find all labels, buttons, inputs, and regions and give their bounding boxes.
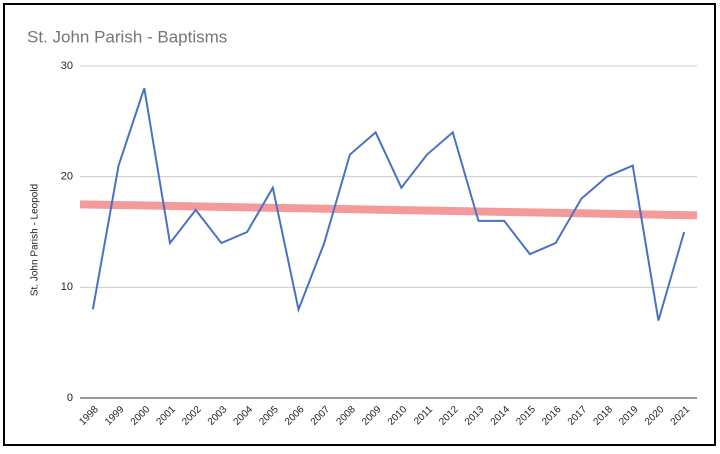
y-tick-label: 0 xyxy=(67,392,73,404)
frame xyxy=(3,3,716,446)
chart-title: St. John Parish - Baptisms xyxy=(27,27,227,46)
y-tick-label: 30 xyxy=(61,60,73,72)
line-series xyxy=(91,87,686,321)
y-tick-label: 10 xyxy=(61,281,73,293)
y-axis-label: St. John Parish - Leopold xyxy=(30,184,41,296)
trendline xyxy=(79,200,698,220)
y-tick-label: 20 xyxy=(61,171,73,183)
